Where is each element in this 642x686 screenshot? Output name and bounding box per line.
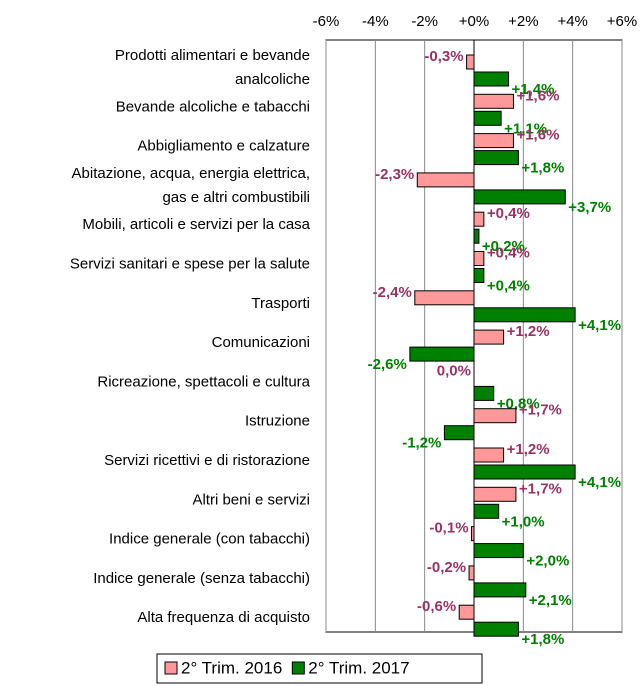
category-label: Bevande alcoliche e tabacchi xyxy=(116,98,310,115)
value-label: -1,2% xyxy=(402,435,441,452)
x-tick-label: +0% xyxy=(459,13,489,30)
legend-label: 2° Trim. 2016 xyxy=(181,658,282,677)
value-label: +2,1% xyxy=(529,592,572,609)
bar xyxy=(473,133,514,149)
value-label: +1,0% xyxy=(502,513,545,530)
bar xyxy=(466,54,475,70)
bar xyxy=(473,464,576,480)
bar xyxy=(473,486,517,502)
value-label: +0,2% xyxy=(482,238,525,255)
category-label: Mobili, articoli e servizi per la casa xyxy=(82,216,310,233)
value-label: -2,4% xyxy=(373,284,412,301)
value-label: +3,7% xyxy=(568,199,611,216)
bar xyxy=(416,172,475,188)
value-label: +4,1% xyxy=(578,474,621,491)
bar xyxy=(414,290,475,306)
x-tick-label: -6% xyxy=(313,13,340,30)
category-label: Altri beni e servizi xyxy=(192,491,310,508)
bar xyxy=(473,543,524,559)
bar xyxy=(473,211,485,227)
value-label: +1,2% xyxy=(507,323,550,340)
category-label: Istruzione xyxy=(245,413,310,430)
bar xyxy=(473,110,502,126)
bar xyxy=(473,329,505,345)
category-label: Trasporti xyxy=(251,295,310,312)
value-label: +1,2% xyxy=(507,441,550,458)
category-label: Indice generale (con tabacchi) xyxy=(109,531,310,548)
value-label: +1,8% xyxy=(521,160,564,177)
category-label: Indice generale (senza tabacchi) xyxy=(93,570,310,587)
bar xyxy=(468,565,475,581)
value-label: +1,1% xyxy=(504,120,547,137)
value-label: +1,6% xyxy=(516,87,559,104)
value-label: -0,6% xyxy=(417,598,456,615)
x-tick-label: -2% xyxy=(411,13,438,30)
legend-frame xyxy=(156,653,483,684)
value-label: +0,4% xyxy=(487,205,530,222)
value-label: +0,4% xyxy=(487,277,530,294)
bar xyxy=(473,251,485,266)
value-label: +1,7% xyxy=(519,480,562,497)
bar xyxy=(473,385,495,401)
value-label: +1,6% xyxy=(516,127,559,144)
x-tick-label: +6% xyxy=(607,13,637,30)
value-label: 0,0% xyxy=(437,362,471,379)
value-label: -0,2% xyxy=(427,559,466,576)
bar xyxy=(473,503,500,519)
value-label: -0,1% xyxy=(429,520,468,537)
category-label: Servizi ricettivi e di ristorazione xyxy=(104,452,310,469)
category-label: Abitazione, acqua, energia elettrica, gas… xyxy=(72,165,310,206)
bar xyxy=(473,189,566,205)
legend-swatch xyxy=(164,661,178,675)
bar xyxy=(473,71,510,87)
bar xyxy=(473,268,485,283)
bar xyxy=(473,307,576,323)
bar xyxy=(473,621,519,637)
bar xyxy=(473,582,527,598)
category-label: Comunicazioni xyxy=(212,334,310,351)
value-label: +1,7% xyxy=(519,402,562,419)
bar xyxy=(458,604,475,620)
x-tick-label: +4% xyxy=(557,13,587,30)
bar xyxy=(473,447,505,463)
bar xyxy=(473,408,517,424)
legend-swatch xyxy=(291,661,305,675)
category-label: Alta frequenza di acquisto xyxy=(137,609,310,626)
value-label: -2,6% xyxy=(368,356,407,373)
value-label: -2,3% xyxy=(375,166,414,183)
category-label: Abbigliamento e calzature xyxy=(137,138,310,155)
bar xyxy=(473,93,514,109)
legend-label: 2° Trim. 2017 xyxy=(308,658,409,677)
category-label: Ricreazione, spettacoli e cultura xyxy=(97,373,310,390)
value-label: +1,8% xyxy=(521,631,564,648)
bar xyxy=(473,150,519,166)
bar xyxy=(409,346,475,362)
bar xyxy=(473,228,480,244)
value-label: +0,4% xyxy=(487,244,530,261)
category-label: Prodotti alimentari e bevande analcoliche xyxy=(115,47,310,88)
bar xyxy=(443,425,475,441)
value-label: +1,4% xyxy=(512,81,555,98)
value-label: +2,0% xyxy=(526,553,569,570)
value-label: +4,1% xyxy=(578,317,621,334)
value-label: +0,8% xyxy=(497,395,540,412)
x-tick-label: -4% xyxy=(362,13,389,30)
value-label: -0,3% xyxy=(424,48,463,65)
category-label: Servizi sanitari e spese per la salute xyxy=(70,255,310,272)
x-tick-label: +2% xyxy=(508,13,538,30)
